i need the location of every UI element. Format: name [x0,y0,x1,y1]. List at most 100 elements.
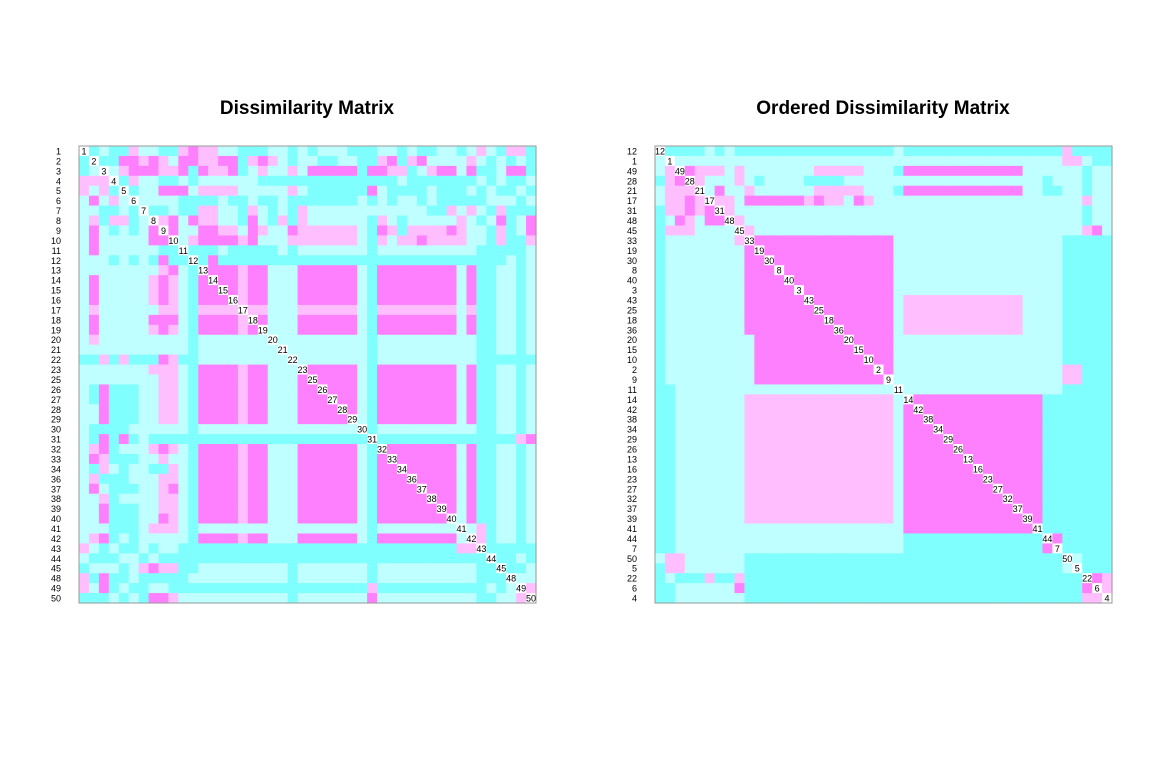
heatmap-cell [863,195,875,207]
heatmap-cell [1102,444,1113,455]
heatmap-cell [863,255,875,266]
heatmap-cell [655,374,666,386]
heatmap-cell [228,364,239,376]
heatmap-cell [506,225,517,237]
row-label: 23 [627,474,637,484]
heatmap-cell [982,434,994,445]
heatmap-cell [1102,563,1113,574]
heatmap-cell [992,354,1004,366]
heatmap-cell [734,314,746,326]
heatmap-cell [873,295,885,306]
heatmap-cell [1082,543,1093,554]
heatmap-cell [198,523,209,535]
heatmap-cell [367,155,378,167]
heatmap-cell [307,374,319,386]
heatmap-cell [982,295,994,306]
heatmap-cell [734,255,746,266]
heatmap-cell [774,523,785,535]
heatmap-cell [386,384,398,395]
heatmap-cell [436,404,448,415]
heatmap-cell [406,434,418,445]
heatmap-cell [436,334,448,346]
heatmap-cell [962,533,974,544]
heatmap-cell [843,593,855,604]
heatmap-cell [823,563,835,574]
heatmap-cell [297,374,309,386]
heatmap-cell [506,543,517,554]
heatmap-cell [744,195,755,207]
heatmap-cell [804,533,815,544]
heatmap-cell [377,404,388,415]
heatmap-cell [138,205,150,217]
heatmap-cell [406,195,418,207]
heatmap-cell [972,225,984,237]
heatmap-cell [873,324,885,336]
heatmap-cell [128,275,140,286]
diagonal-label: 19 [754,246,764,256]
heatmap-cell [416,483,428,495]
heatmap-cell [446,473,458,485]
heatmap-cell [1092,473,1103,485]
heatmap-cell [297,195,309,207]
heatmap-cell [664,424,676,435]
heatmap-cell [98,314,110,326]
heatmap-cell [496,215,507,227]
heatmap-cell [396,483,408,495]
heatmap-cell [526,434,537,445]
heatmap-cell [526,543,537,554]
row-label: 30 [51,425,61,435]
heatmap-cell [724,573,736,584]
heatmap-cell [257,593,269,604]
heatmap-cell [277,334,289,346]
heatmap-cell [992,185,1004,197]
heatmap-cell [128,543,140,554]
heatmap-cell [277,295,289,306]
heatmap-cell [168,275,179,286]
heatmap-cell [962,215,974,227]
heatmap-cell [506,235,517,246]
heatmap-cell [228,185,239,197]
heatmap-cell [1062,304,1073,316]
heatmap-cell [168,245,179,256]
heatmap-cell [347,295,358,306]
row-label: 1 [56,146,61,156]
heatmap-cell [377,414,388,425]
heatmap-cell [684,384,696,395]
heatmap-cell [1072,324,1083,336]
heatmap-cell [1072,593,1083,604]
heatmap-cell [377,205,388,217]
heatmap-cell [337,185,348,197]
heatmap-cell [436,553,448,564]
heatmap-cell [694,573,706,584]
heatmap-cell [456,463,468,475]
heatmap-cell [1102,146,1113,157]
heatmap-cell [1052,255,1063,266]
heatmap-cell [287,593,299,604]
heatmap-cell [784,404,795,415]
heatmap-cell [198,205,209,217]
heatmap-cell [446,444,458,455]
diagonal-label: 44 [1042,534,1052,544]
row-label: 9 [632,375,637,385]
heatmap-cell [1042,553,1053,564]
heatmap-cell [1082,344,1093,356]
row-label: 4 [56,176,61,186]
heatmap-cell [744,235,755,246]
heatmap-cell [79,553,90,564]
heatmap-cell [863,473,875,485]
heatmap-cell [1052,513,1063,525]
heatmap-cell [1052,573,1063,584]
diagonal-label: 23 [983,474,993,484]
heatmap-cell [853,573,865,584]
heatmap-cell [982,215,994,227]
heatmap-cell [208,146,219,157]
heatmap-cell [367,146,378,157]
heatmap-cell [853,364,865,376]
heatmap-cell [416,364,428,376]
heatmap-cell [337,434,348,445]
heatmap-cell [754,533,765,544]
heatmap-cell [744,453,755,465]
heatmap-cell [138,215,150,227]
heatmap-cell [913,155,924,167]
heatmap-cell [416,195,428,207]
